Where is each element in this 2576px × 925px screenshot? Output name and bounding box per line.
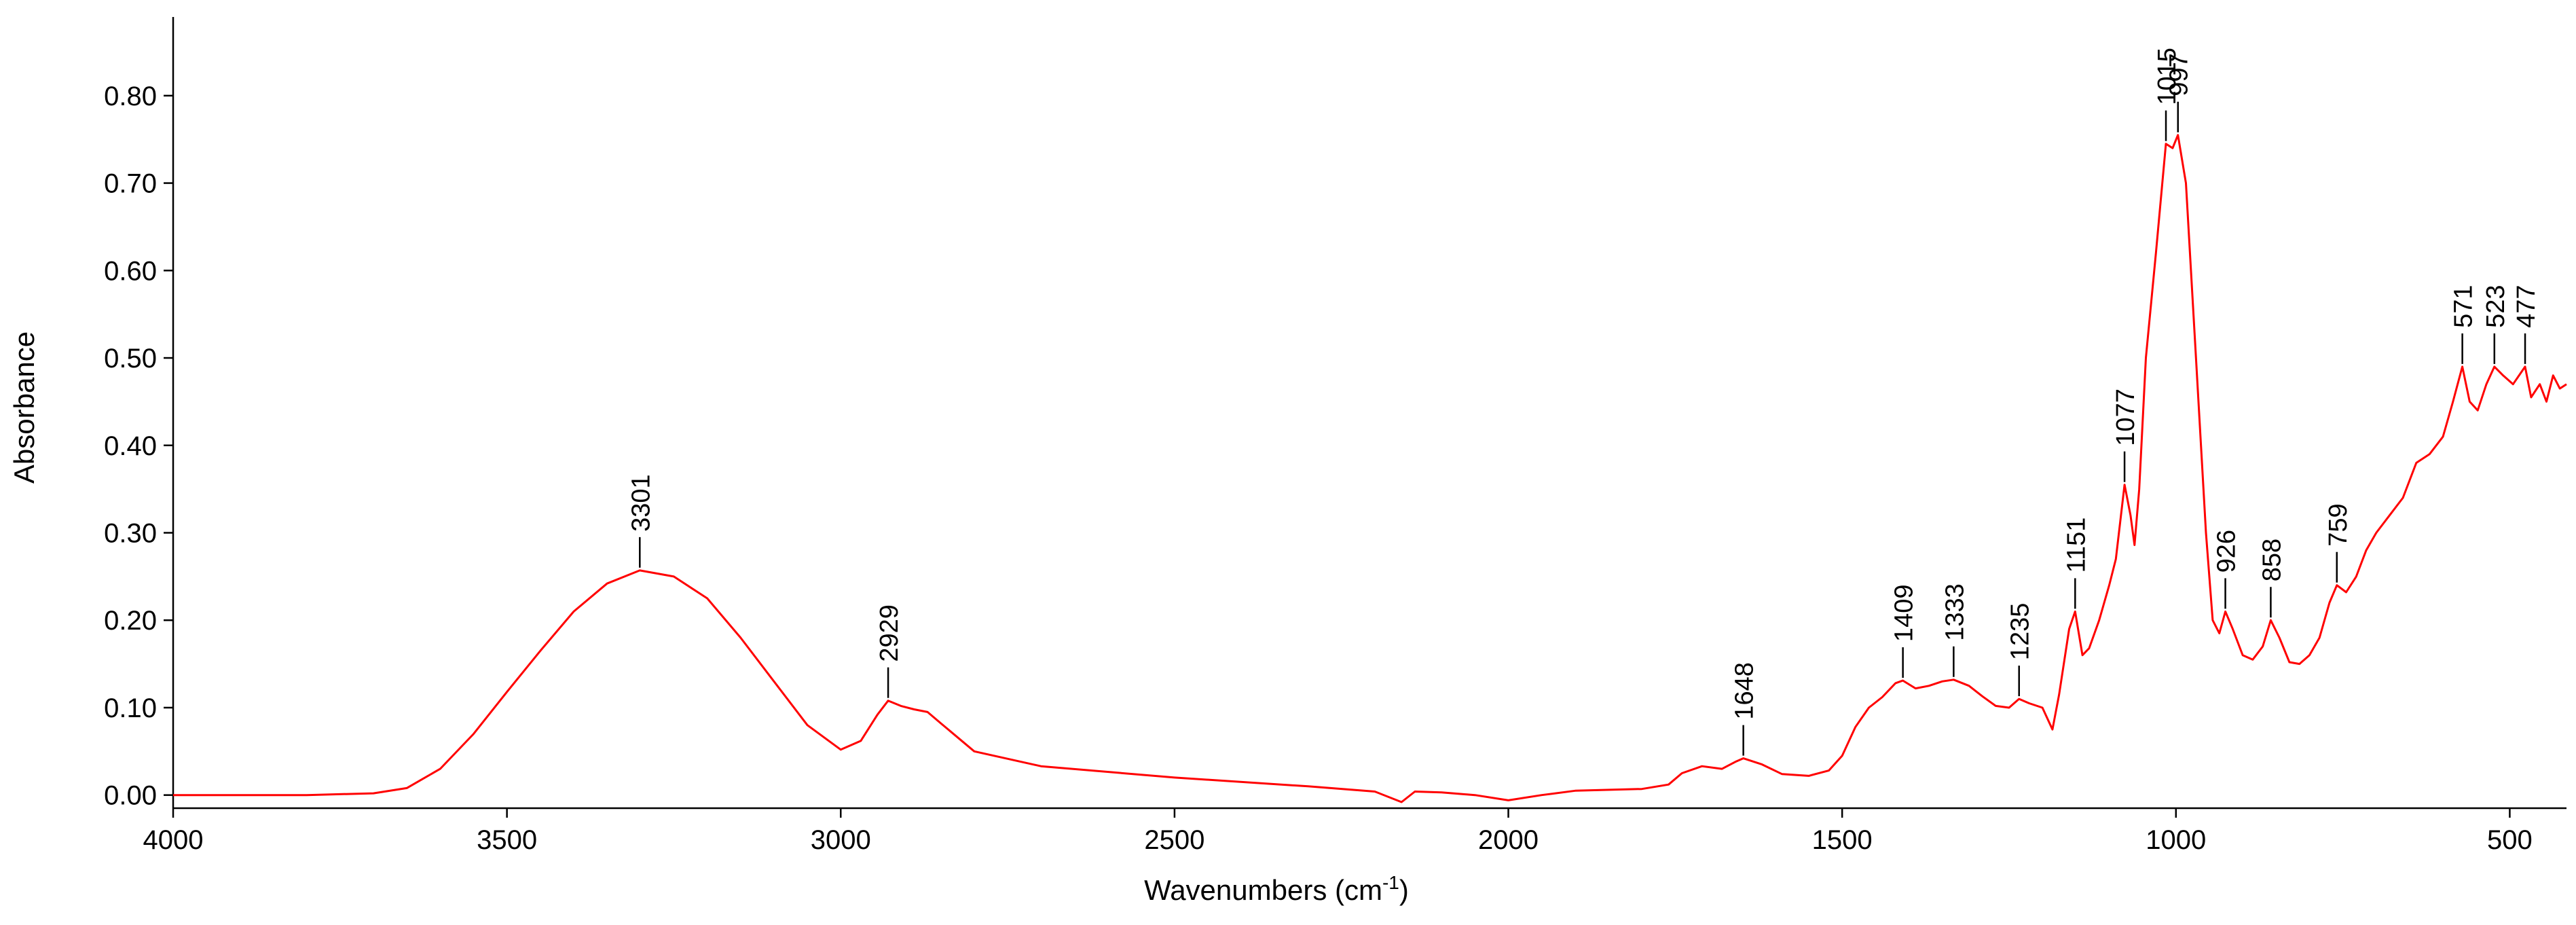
x-tick-label: 1000 <box>2146 825 2206 855</box>
y-tick-label: 0.80 <box>104 81 157 111</box>
y-tick-label: 0.40 <box>104 431 157 461</box>
peak-label: 3301 <box>627 474 655 532</box>
y-axis-title: Absorbance <box>8 331 40 484</box>
y-tick-label: 0.10 <box>104 693 157 723</box>
peak-label: 523 <box>2482 285 2510 328</box>
x-tick-label: 2500 <box>1144 825 1204 855</box>
peak-label: 2929 <box>875 604 904 662</box>
y-tick-label: 0.30 <box>104 519 157 549</box>
peak-label: 1151 <box>2062 518 2091 573</box>
peak-label: 1409 <box>1890 585 1919 642</box>
y-tick-label: 0.00 <box>104 781 157 811</box>
x-tick-label: 2000 <box>1478 825 1539 855</box>
peak-label: 926 <box>2213 530 2241 573</box>
peak-label: 759 <box>2324 503 2353 546</box>
x-tick-label: 3500 <box>477 825 537 855</box>
x-axis-title-close: ) <box>1399 874 1409 906</box>
spectrum-line <box>173 134 2567 803</box>
y-tick-label: 0.60 <box>104 256 157 286</box>
peak-label: 997 <box>2165 53 2194 96</box>
peak-label: 1235 <box>2006 603 2035 661</box>
peak-label: 858 <box>2258 539 2286 581</box>
peak-label: 571 <box>2450 285 2478 328</box>
x-axis-title: Wavenumbers (cm-1) <box>1144 872 1409 906</box>
peak-label: 1015 <box>2153 48 2182 105</box>
y-tick-label: 0.70 <box>104 169 157 199</box>
peak-label: 477 <box>2512 285 2541 328</box>
x-axis-title-superscript: -1 <box>1382 872 1399 893</box>
y-tick-label: 0.20 <box>104 606 157 636</box>
y-tick-label: 0.50 <box>104 344 157 374</box>
x-tick-label: 4000 <box>143 825 204 855</box>
peak-label: 1648 <box>1731 662 1759 720</box>
x-axis-title-main: Wavenumbers (cm <box>1144 874 1382 906</box>
peak-label: 1077 <box>2112 388 2140 446</box>
x-tick-label: 1500 <box>1812 825 1873 855</box>
x-tick-label: 3000 <box>811 825 871 855</box>
peak-label: 1333 <box>1940 583 1969 641</box>
x-tick-label: 500 <box>2487 825 2533 855</box>
